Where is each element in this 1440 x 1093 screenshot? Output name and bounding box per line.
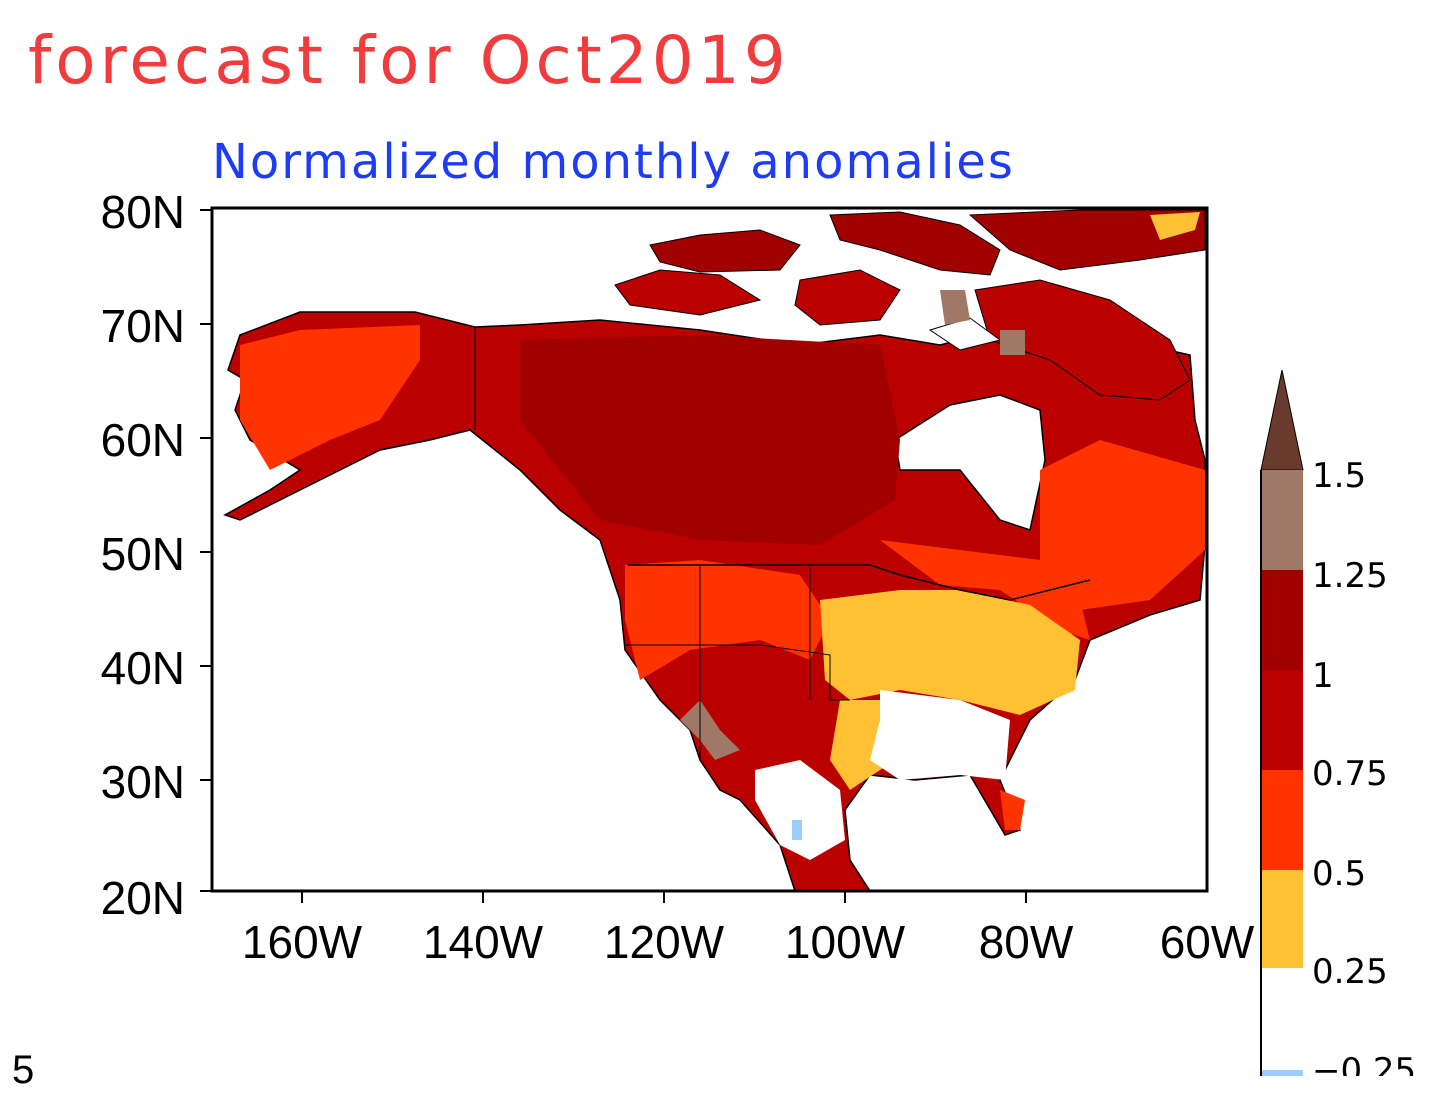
map-frame — [210, 206, 1209, 893]
lat-label: 30N — [101, 756, 185, 808]
hudson-bay — [894, 394, 1046, 531]
lon-label: 160W — [242, 916, 363, 968]
colorbar-label: 0.75 — [1312, 754, 1388, 794]
colorbar-overflow-arrow — [1260, 369, 1304, 471]
colorbar-bin — [1261, 570, 1303, 670]
lon-label: 100W — [785, 916, 906, 968]
map-field — [223, 209, 1206, 891]
lon-label: 80W — [979, 916, 1074, 968]
lon-axis: 160W 140W 120W 100W 80W 60W — [242, 891, 1255, 968]
colorbar-bin — [1261, 870, 1303, 968]
colorbar-label: 1.25 — [1312, 556, 1388, 596]
lat-label: 40N — [101, 642, 185, 694]
colorbar: 1.5 1.25 1 0.75 0.5 0.25 −0.25 — [1260, 369, 1416, 1076]
colorbar-label: 0.25 — [1312, 952, 1388, 992]
lon-label: 120W — [604, 916, 725, 968]
colorbar-bin — [1261, 770, 1303, 870]
lat-axis: 80N 70N 60N 50N 40N 30N 20N — [101, 186, 212, 924]
lon-label: 140W — [423, 916, 544, 968]
map-subtitle: Normalized monthly anomalies — [212, 134, 1015, 190]
colorbar-label: −0.25 — [1312, 1051, 1416, 1076]
forecast-title: forecast for Oct2019 — [28, 22, 790, 99]
colorbar-bin — [1261, 1070, 1303, 1076]
lat-label: 80N — [101, 186, 185, 238]
colorbar-label: 1.5 — [1312, 456, 1366, 496]
colorbar-bin — [1261, 470, 1303, 570]
lat-label: 70N — [101, 300, 185, 352]
lat-label: 20N — [101, 872, 185, 924]
colorbar-label: 1 — [1312, 656, 1334, 696]
colorbar-bin — [1261, 670, 1303, 770]
lat-label: 50N — [101, 528, 185, 580]
lat-label: 60N — [101, 414, 185, 466]
colorbar-label: 0.5 — [1312, 854, 1366, 894]
lon-label: 60W — [1160, 916, 1255, 968]
